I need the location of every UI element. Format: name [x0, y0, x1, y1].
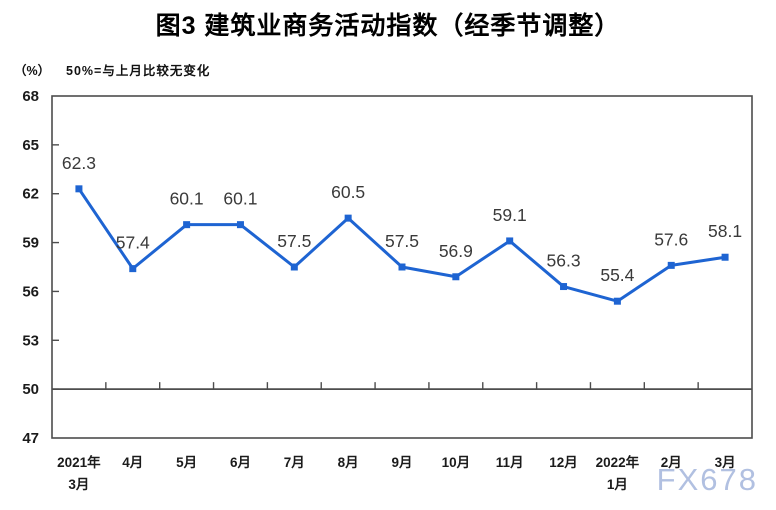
axis-note-row: （%） 50%=与上月比较无变化	[0, 60, 776, 78]
data-point-marker	[721, 253, 729, 261]
data-point-marker	[183, 221, 191, 229]
data-point-marker	[560, 283, 568, 291]
x-tick-label: 2022年	[596, 454, 640, 470]
data-point-label: 56.3	[547, 251, 581, 271]
data-point-marker	[129, 265, 137, 273]
data-point-label: 58.1	[708, 221, 742, 241]
reference-note: 50%=与上月比较无变化	[66, 64, 211, 78]
data-point-label: 55.4	[600, 265, 634, 285]
data-point-marker	[398, 263, 406, 271]
data-point-marker	[344, 214, 352, 222]
plot-frame	[51, 95, 753, 439]
x-tick-label-line2: 3月	[68, 477, 89, 492]
data-point-label: 57.6	[654, 229, 688, 249]
data-point-label: 60.1	[170, 189, 204, 209]
chart-title: 图3 建筑业商务活动指数（经季节调整）	[155, 12, 621, 40]
x-tick-label: 5月	[176, 455, 197, 470]
x-tick-label: 6月	[230, 455, 251, 470]
data-point-label: 60.5	[331, 182, 365, 202]
data-point-marker	[236, 221, 244, 229]
y-tick-label: 62	[22, 186, 39, 203]
x-tick-label: 12月	[549, 455, 578, 470]
data-point-label: 56.9	[439, 241, 473, 261]
data-point-label: 57.5	[385, 231, 419, 251]
y-tick-label: 53	[22, 332, 39, 349]
y-tick-label: 50	[22, 381, 39, 398]
x-tick-label: 8月	[338, 455, 359, 470]
x-tick-label: 9月	[391, 455, 412, 470]
data-point-marker	[613, 297, 621, 305]
watermark: FX678	[656, 462, 758, 497]
data-point-marker	[75, 185, 83, 193]
x-tick-label: 4月	[122, 455, 143, 470]
data-point-marker	[667, 261, 675, 269]
data-point-marker	[290, 263, 298, 271]
x-tick-label: 2月	[661, 455, 682, 470]
data-point-label: 57.4	[116, 233, 150, 253]
x-tick-label-line2: 1月	[607, 477, 628, 492]
x-tick-label: 11月	[496, 455, 524, 470]
y-tick-label: 56	[22, 283, 39, 300]
x-tick-label: 7月	[284, 455, 305, 470]
y-tick-label: 65	[22, 137, 39, 154]
data-point-marker	[452, 273, 460, 281]
y-tick-label: 47	[22, 430, 39, 447]
data-point-label: 62.3	[62, 153, 96, 173]
data-point-label: 57.5	[277, 231, 311, 251]
data-point-marker	[506, 237, 514, 245]
data-point-label: 60.1	[223, 189, 257, 209]
y-tick-label: 68	[22, 88, 39, 105]
data-point-label: 59.1	[493, 205, 527, 225]
x-tick-label: 3月	[715, 455, 736, 470]
x-tick-label: 10月	[442, 455, 471, 470]
x-tick-label: 2021年	[57, 454, 101, 470]
y-tick-label: 59	[22, 235, 39, 252]
y-axis-unit-label: （%）	[14, 64, 51, 78]
